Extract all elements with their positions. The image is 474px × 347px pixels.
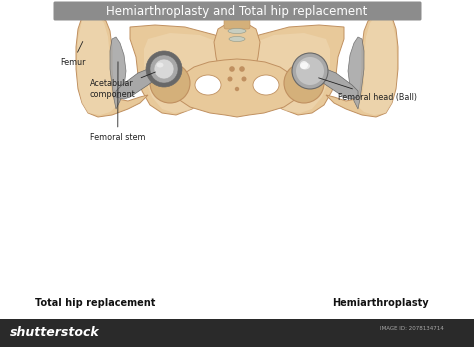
Text: Femur: Femur [60, 42, 85, 67]
Circle shape [228, 76, 233, 82]
Circle shape [235, 87, 239, 91]
Polygon shape [214, 21, 260, 101]
Circle shape [150, 55, 178, 83]
Ellipse shape [253, 75, 279, 95]
Polygon shape [348, 37, 364, 109]
Text: shutterstock: shutterstock [10, 327, 100, 339]
Circle shape [239, 66, 245, 72]
Polygon shape [354, 14, 397, 115]
Circle shape [146, 51, 182, 87]
Circle shape [292, 53, 328, 89]
Ellipse shape [300, 62, 310, 69]
Ellipse shape [195, 75, 221, 95]
Text: Femoral head (Ball): Femoral head (Ball) [319, 78, 417, 102]
Text: Total hip replacement: Total hip replacement [35, 298, 155, 308]
Text: Femoral stem: Femoral stem [90, 62, 146, 142]
Circle shape [229, 66, 235, 72]
FancyBboxPatch shape [0, 319, 474, 347]
Circle shape [154, 59, 174, 79]
Polygon shape [176, 59, 298, 117]
Circle shape [284, 63, 324, 103]
Circle shape [300, 61, 308, 69]
Circle shape [241, 76, 246, 82]
Polygon shape [326, 13, 398, 117]
Circle shape [150, 63, 190, 103]
Polygon shape [248, 33, 330, 113]
FancyBboxPatch shape [224, 11, 250, 29]
Polygon shape [116, 69, 156, 99]
Polygon shape [144, 33, 226, 113]
Ellipse shape [228, 28, 246, 34]
FancyBboxPatch shape [54, 1, 421, 20]
Text: Hemiarthroplasty and Total hip replacement: Hemiarthroplasty and Total hip replaceme… [106, 5, 368, 17]
Text: Hemiarthroplasty: Hemiarthroplasty [332, 298, 428, 308]
Polygon shape [110, 37, 126, 109]
Polygon shape [318, 69, 358, 99]
Polygon shape [77, 14, 120, 115]
Ellipse shape [229, 36, 245, 42]
Polygon shape [76, 13, 148, 117]
Circle shape [296, 57, 324, 85]
Text: IMAGE ID: 2078134714: IMAGE ID: 2078134714 [380, 327, 444, 331]
Polygon shape [244, 25, 344, 115]
Text: Acetabular
component: Acetabular component [90, 72, 155, 99]
Polygon shape [130, 25, 230, 115]
Ellipse shape [156, 62, 164, 68]
